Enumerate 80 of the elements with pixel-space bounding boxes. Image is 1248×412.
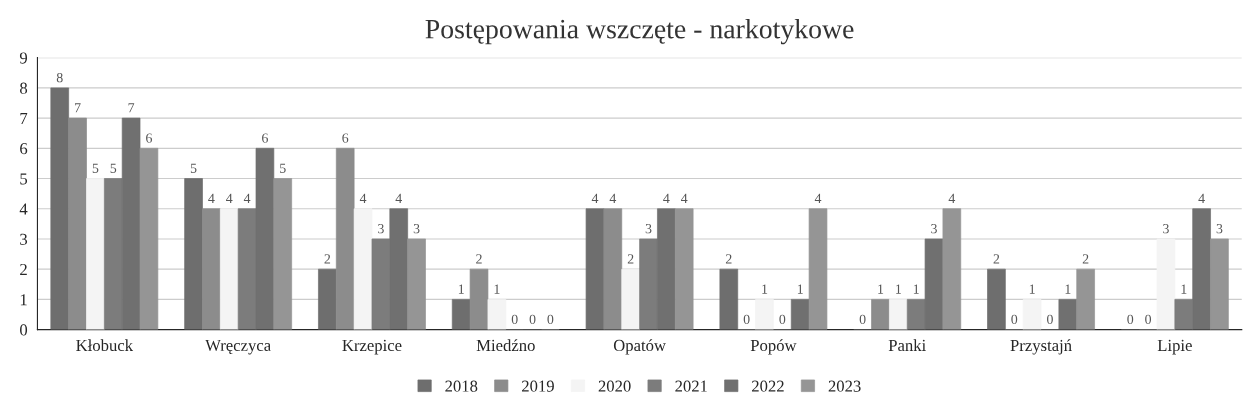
data-label: 5 bbox=[190, 163, 197, 173]
data-label: 4 bbox=[814, 193, 822, 204]
x-tick-label: Lipie bbox=[1157, 339, 1192, 355]
y-tick-label: 7 bbox=[20, 112, 28, 124]
data-label: 4 bbox=[948, 193, 956, 204]
data-label: 4 bbox=[395, 193, 402, 204]
y-tick-label: 8 bbox=[20, 82, 28, 94]
data-label: 2 bbox=[725, 254, 732, 264]
data-label: 3 bbox=[378, 224, 384, 234]
data-label: 1 bbox=[494, 284, 500, 294]
data-label: 7 bbox=[75, 103, 81, 113]
legend-label: 2022 bbox=[752, 380, 784, 392]
data-label: 1 bbox=[1181, 284, 1187, 294]
legend-label: 2019 bbox=[522, 380, 554, 392]
data-label: 0 bbox=[743, 314, 750, 324]
data-label: 1 bbox=[913, 284, 919, 294]
legend-label: 2020 bbox=[598, 380, 631, 392]
data-label: 1 bbox=[896, 284, 901, 294]
y-tick-label: 6 bbox=[20, 143, 28, 155]
data-label: 4 bbox=[243, 193, 251, 204]
data-label: 4 bbox=[1198, 193, 1205, 204]
legend-label: 2023 bbox=[828, 380, 861, 392]
x-tick-label: Miedźno bbox=[476, 339, 535, 352]
x-tick-label: Kłobuck bbox=[76, 339, 134, 352]
data-label: 3 bbox=[1216, 224, 1223, 234]
data-label: 2 bbox=[324, 254, 331, 264]
data-label: 1 bbox=[762, 284, 768, 294]
data-label: 3 bbox=[645, 224, 652, 234]
data-label: 1 bbox=[458, 284, 464, 294]
data-label: 3 bbox=[1163, 224, 1169, 234]
data-label: 2 bbox=[1082, 254, 1089, 264]
data-label: 4 bbox=[663, 193, 670, 204]
data-label: 0 bbox=[859, 314, 866, 324]
y-tick-label: 9 bbox=[19, 52, 28, 64]
data-label: 4 bbox=[359, 193, 367, 204]
data-label: 0 bbox=[1047, 314, 1053, 324]
data-label: 1 bbox=[797, 284, 803, 294]
x-tick-label: Opatów bbox=[613, 339, 666, 355]
data-label: 3 bbox=[931, 224, 937, 234]
y-tick-label: 0 bbox=[20, 324, 28, 336]
data-label: 5 bbox=[280, 163, 286, 173]
data-label: 0 bbox=[529, 314, 536, 324]
data-label: 7 bbox=[128, 103, 135, 113]
data-label: 4 bbox=[681, 193, 688, 204]
data-label: 4 bbox=[591, 193, 599, 204]
data-label: 8 bbox=[56, 72, 63, 83]
x-tick-label: Przystajń bbox=[1010, 339, 1072, 355]
data-label: 6 bbox=[146, 133, 153, 143]
data-label: 0 bbox=[547, 314, 554, 324]
data-label: 1 bbox=[1065, 284, 1071, 294]
data-label: 0 bbox=[779, 314, 786, 324]
legend-label: 2021 bbox=[675, 380, 707, 392]
data-label: 1 bbox=[878, 284, 884, 294]
data-label: 4 bbox=[208, 193, 215, 204]
data-label: 0 bbox=[1127, 314, 1134, 324]
y-tick-label: 1 bbox=[20, 294, 27, 306]
data-label: 2 bbox=[627, 254, 634, 264]
data-label: 6 bbox=[342, 133, 349, 143]
data-label: 2 bbox=[993, 254, 1000, 264]
y-tick-label: 3 bbox=[20, 233, 28, 245]
data-label: 6 bbox=[262, 133, 268, 143]
data-label: 0 bbox=[511, 314, 518, 324]
data-label: 0 bbox=[1011, 314, 1018, 324]
data-label: 4 bbox=[609, 193, 617, 204]
data-label: 1 bbox=[1029, 284, 1035, 294]
legend-label: 2018 bbox=[445, 380, 478, 392]
data-label: 0 bbox=[1145, 314, 1152, 324]
x-tick-label: Popów bbox=[750, 339, 797, 355]
data-label: 5 bbox=[92, 163, 99, 173]
data-label: 3 bbox=[413, 224, 420, 234]
y-tick-label: 4 bbox=[19, 203, 28, 215]
x-tick-label: Wręczyca bbox=[205, 339, 271, 355]
y-tick-label: 2 bbox=[20, 263, 27, 275]
chart-title: Postępowania wszczęte - narkotykowe bbox=[425, 18, 854, 45]
x-tick-label: Krzepice bbox=[342, 339, 402, 355]
data-label: 2 bbox=[476, 254, 482, 264]
data-label: 5 bbox=[110, 163, 117, 173]
x-tick-label: Panki bbox=[888, 339, 926, 352]
data-label: 4 bbox=[226, 193, 233, 204]
y-tick-label: 5 bbox=[20, 173, 28, 185]
